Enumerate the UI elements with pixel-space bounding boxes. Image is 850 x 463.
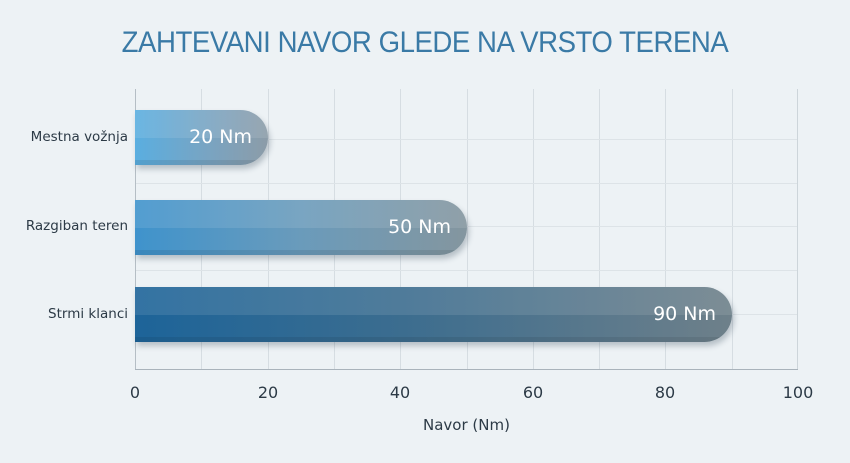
x-tick-label: 100 xyxy=(782,383,814,402)
bar-value-label: 50 Nm xyxy=(388,216,451,238)
gridline-v xyxy=(599,89,600,370)
chart-title: ZAHTEVANI NAVOR GLEDE NA VRSTO TERENA xyxy=(121,26,729,59)
gridline-v xyxy=(732,89,733,370)
bar-razgiban-teren: 50 Nm xyxy=(135,200,467,255)
plot-border-right xyxy=(797,89,798,370)
gridline-v xyxy=(665,89,666,370)
gridline-v xyxy=(533,89,534,370)
category-label: Mestna vožnja xyxy=(30,129,128,145)
gridline-h xyxy=(135,183,798,184)
gridline-h xyxy=(135,139,798,140)
x-tick-label: 40 xyxy=(389,383,411,402)
bar-strmi-klanci: 90 Nm xyxy=(135,287,732,342)
plot-area: 20 Nm 50 Nm 90 Nm xyxy=(135,89,798,370)
x-tick-label: 0 xyxy=(129,383,141,402)
gridline-h xyxy=(135,270,798,271)
category-label: Razgiban teren xyxy=(25,218,128,234)
x-tick-label: 80 xyxy=(654,383,676,402)
gridline-v xyxy=(467,89,468,370)
x-tick-label: 60 xyxy=(522,383,544,402)
x-axis-title: Navor (Nm) xyxy=(423,416,510,434)
x-axis-line xyxy=(135,369,798,370)
bar-mestna-voznja: 20 Nm xyxy=(135,110,268,165)
bar-value-label: 20 Nm xyxy=(189,126,252,148)
bar-value-label: 90 Nm xyxy=(653,303,716,325)
x-tick-label: 20 xyxy=(257,383,279,402)
category-label: Strmi klanci xyxy=(48,306,128,322)
